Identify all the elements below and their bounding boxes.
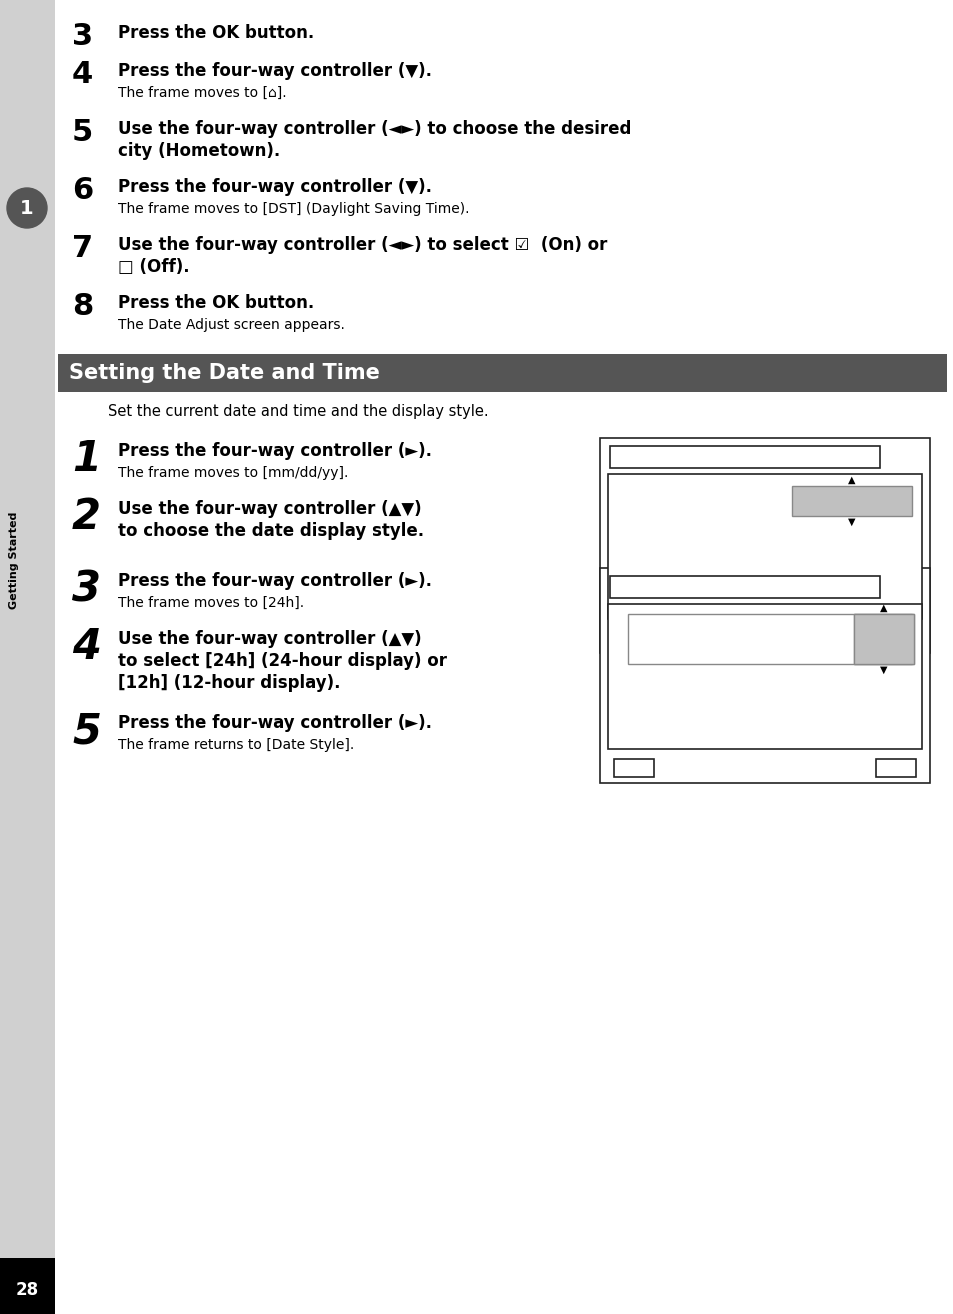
Text: Use the four-way controller (◄►) to choose the desired: Use the four-way controller (◄►) to choo…: [118, 120, 631, 138]
Text: 4: 4: [71, 625, 101, 668]
Text: 4: 4: [71, 60, 93, 89]
Text: city (Hometown).: city (Hometown).: [118, 142, 280, 160]
Text: 1: 1: [20, 198, 33, 218]
Bar: [0, 1257, 55, 1314]
Text: □ (Off).: □ (Off).: [118, 258, 190, 276]
Text: ▲: ▲: [847, 474, 855, 485]
Text: The frame returns to [Date Style].: The frame returns to [Date Style].: [118, 738, 354, 752]
Text: 8: 8: [71, 292, 93, 321]
Bar: [614, 629, 654, 646]
Text: Use the four-way controller (◄►) to select ☑  (On) or: Use the four-way controller (◄►) to sele…: [118, 237, 607, 254]
Text: ▼: ▼: [880, 665, 887, 675]
Text: 28: 28: [15, 1281, 38, 1300]
Bar: [599, 568, 929, 783]
Text: Setting the Date and Time: Setting the Date and Time: [69, 363, 379, 382]
Text: Press the four-way controller (►).: Press the four-way controller (►).: [118, 714, 432, 732]
Bar: [599, 438, 929, 653]
Text: ▼: ▼: [847, 516, 855, 527]
Text: Set the current date and time and the display style.: Set the current date and time and the di…: [108, 403, 488, 419]
Text: 6: 6: [71, 176, 93, 205]
Text: The Date Adjust screen appears.: The Date Adjust screen appears.: [118, 318, 345, 332]
Bar: [58, 353, 946, 392]
Text: Press the OK button.: Press the OK button.: [118, 24, 314, 42]
Text: 1: 1: [71, 438, 101, 480]
Text: Getting Started: Getting Started: [9, 511, 19, 608]
Text: 3: 3: [71, 568, 101, 610]
Text: The frame moves to [DST] (Daylight Saving Time).: The frame moves to [DST] (Daylight Savin…: [118, 202, 469, 215]
Bar: [614, 759, 654, 777]
Text: Use the four-way controller (▲▼): Use the four-way controller (▲▼): [118, 629, 421, 648]
Bar: [609, 445, 879, 468]
Text: Use the four-way controller (▲▼): Use the four-way controller (▲▼): [118, 501, 421, 518]
Text: 2: 2: [71, 495, 101, 537]
Text: to choose the date display style.: to choose the date display style.: [118, 522, 424, 540]
Bar: [875, 629, 915, 646]
Text: The frame moves to [mm/dd/yy].: The frame moves to [mm/dd/yy].: [118, 466, 348, 480]
Bar: [627, 614, 911, 664]
Text: 3: 3: [71, 22, 93, 51]
Bar: [875, 759, 915, 777]
Text: Press the four-way controller (▼).: Press the four-way controller (▼).: [118, 62, 432, 80]
Text: 5: 5: [71, 118, 93, 147]
Text: to select [24h] (24-hour display) or: to select [24h] (24-hour display) or: [118, 652, 447, 670]
Bar: [607, 474, 921, 619]
Text: Press the four-way controller (►).: Press the four-way controller (►).: [118, 572, 432, 590]
Bar: [791, 486, 911, 516]
Text: [12h] (12-hour display).: [12h] (12-hour display).: [118, 674, 340, 692]
Circle shape: [7, 188, 47, 229]
Bar: [607, 604, 921, 749]
Text: Press the four-way controller (▼).: Press the four-way controller (▼).: [118, 177, 432, 196]
Text: The frame moves to [⌂].: The frame moves to [⌂].: [118, 85, 286, 100]
Text: ▲: ▲: [880, 603, 887, 614]
Text: Press the four-way controller (►).: Press the four-way controller (►).: [118, 442, 432, 460]
Bar: [853, 614, 913, 664]
Text: 5: 5: [71, 710, 101, 752]
Bar: [853, 614, 913, 664]
Text: Press the OK button.: Press the OK button.: [118, 294, 314, 311]
Bar: [609, 576, 879, 598]
Bar: [0, 0, 55, 1314]
Text: 7: 7: [71, 234, 93, 263]
Text: The frame moves to [24h].: The frame moves to [24h].: [118, 597, 304, 610]
